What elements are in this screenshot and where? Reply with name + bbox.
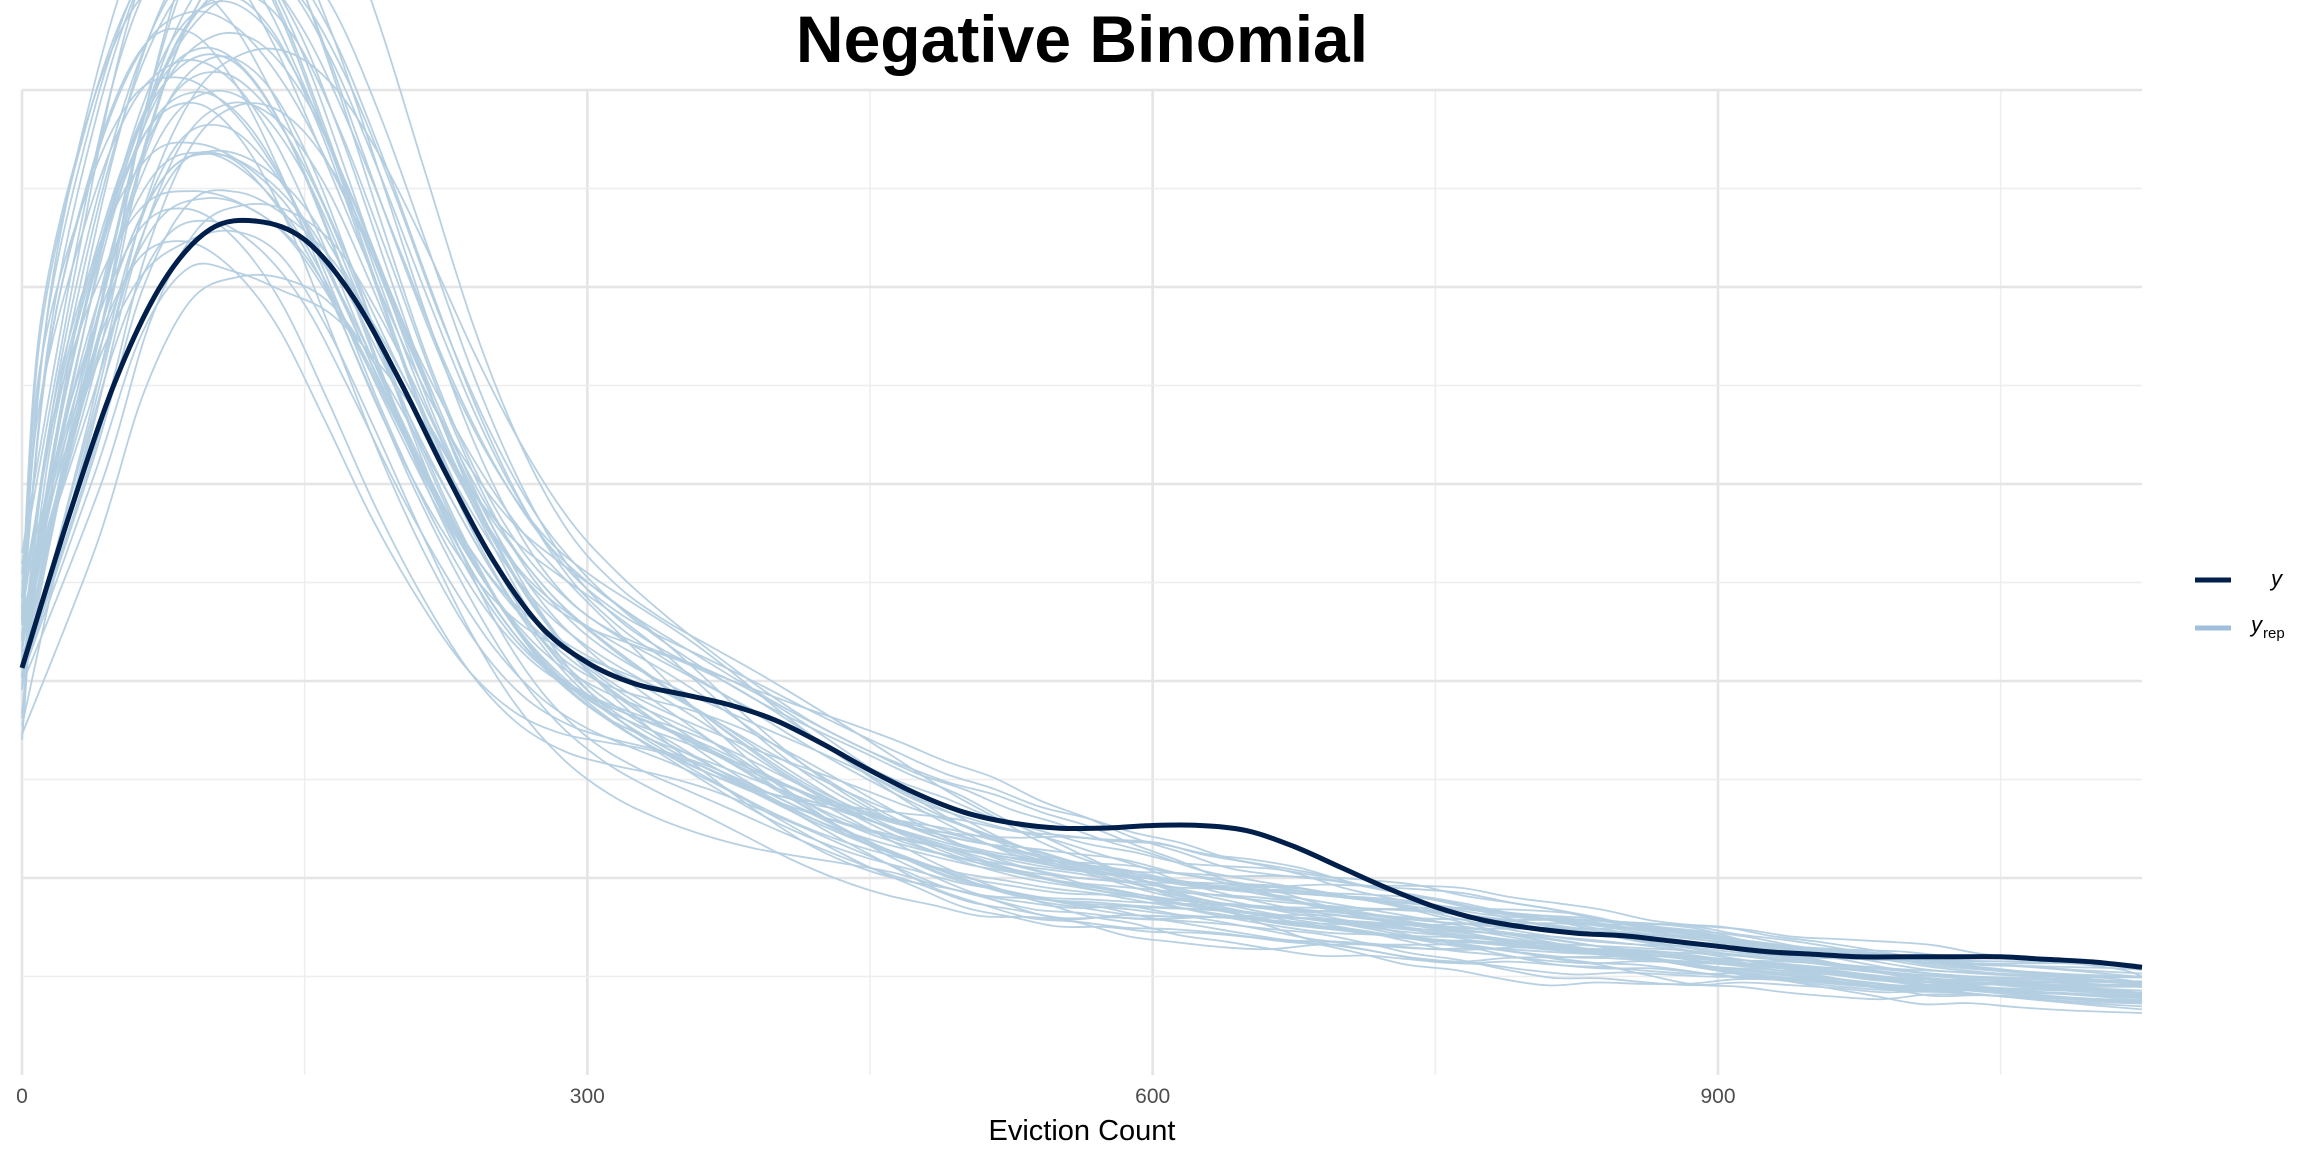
x-tick-label: 600 — [1135, 1085, 1170, 1108]
yrep-density-line — [21, 123, 2143, 1003]
chart-title: Negative Binomial — [796, 2, 1368, 76]
yrep-density-line — [21, 0, 2143, 985]
y-density-line-group — [19, 217, 2143, 970]
plot-panel — [19, 0, 2143, 1075]
yrep-density-line — [21, 0, 2143, 968]
yrep-density-line — [21, 101, 2143, 1002]
x-tick-label: 900 — [1700, 1085, 1735, 1108]
y-density-line — [19, 217, 2143, 970]
yrep-density-line — [21, 273, 2143, 1001]
yrep-density-line — [21, 202, 2143, 995]
grid-lines — [20, 88, 2142, 1075]
yrep-density-line — [21, 0, 2143, 971]
yrep-density-line — [21, 0, 2143, 984]
yrep-density-line — [21, 0, 2143, 978]
yrep-density-line — [21, 0, 2143, 994]
x-tick-label: 0 — [16, 1085, 28, 1108]
yrep-density-line — [21, 0, 2143, 997]
x-axis-title: Eviction Count — [989, 1115, 1176, 1147]
yrep-density-line — [21, 0, 2143, 988]
legend-label-y: y — [2269, 566, 2284, 591]
yrep-density-line — [21, 0, 2143, 978]
legend: y yrep — [2195, 566, 2285, 642]
yrep-density-lines — [21, 0, 2143, 1014]
yrep-density-line — [21, 46, 2143, 995]
yrep-density-line — [21, 0, 2143, 979]
yrep-density-line — [21, 0, 2143, 985]
yrep-density-line — [21, 0, 2143, 975]
x-tick-label: 300 — [570, 1085, 605, 1108]
yrep-density-line — [21, 71, 2143, 994]
legend-label-yrep: yrep — [2249, 612, 2285, 642]
yrep-density-line — [21, 0, 2143, 985]
yrep-density-line — [21, 207, 2143, 1005]
yrep-density-line — [21, 27, 2143, 988]
yrep-density-line — [21, 47, 2143, 967]
yrep-density-line — [21, 141, 2143, 992]
yrep-density-line — [21, 55, 2143, 1011]
yrep-density-line — [21, 59, 2143, 988]
yrep-density-line — [21, 0, 2143, 979]
x-axis: 0 300 600 900 — [16, 1085, 1735, 1108]
